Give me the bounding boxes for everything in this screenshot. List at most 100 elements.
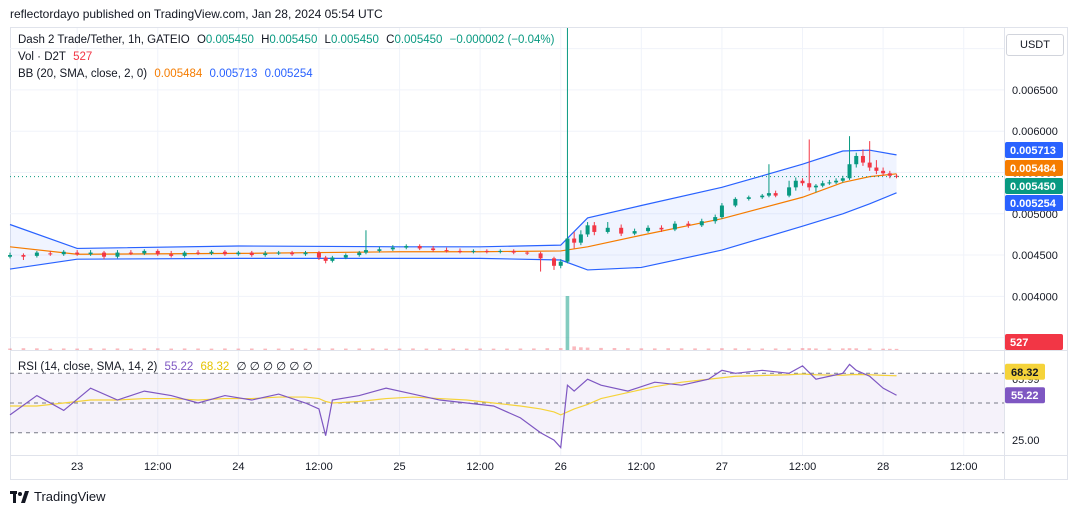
rsi-label[interactable]: RSI (14, close, SMA, 14, 2) bbox=[18, 361, 158, 373]
close-value: 0.005450 bbox=[394, 34, 443, 46]
candle-body bbox=[303, 252, 308, 255]
candle-body bbox=[316, 252, 321, 258]
volume-bar bbox=[881, 348, 885, 350]
bb-label[interactable]: BB (20, SMA, close, 2, 0) bbox=[18, 68, 148, 80]
volume-bar bbox=[35, 348, 39, 350]
volume-bar bbox=[424, 348, 429, 350]
volume-value: 527 bbox=[73, 51, 93, 63]
volume-bar bbox=[545, 348, 550, 350]
volume-bar bbox=[773, 348, 778, 350]
candle bbox=[155, 249, 160, 256]
candle bbox=[115, 250, 120, 259]
volume-bar bbox=[478, 348, 482, 350]
candle bbox=[343, 253, 348, 260]
candle bbox=[182, 250, 187, 258]
candle bbox=[88, 250, 93, 256]
candle-body bbox=[290, 252, 295, 255]
price-tag-bg bbox=[1005, 142, 1063, 158]
candle-body bbox=[102, 252, 107, 257]
tradingview-brand[interactable]: TradingView bbox=[10, 489, 106, 504]
high-label: H bbox=[261, 34, 270, 46]
candle bbox=[444, 247, 449, 253]
rsi-ma-value: 68.32 bbox=[200, 361, 230, 373]
volume-bar bbox=[276, 348, 281, 350]
candle bbox=[390, 245, 395, 251]
volume-bar bbox=[411, 348, 415, 350]
price-tag: 0.005450 bbox=[1005, 178, 1063, 194]
volume-bar bbox=[579, 347, 583, 350]
candle-body bbox=[75, 252, 80, 255]
volume-bar bbox=[693, 348, 697, 350]
currency-selector[interactable]: USDT bbox=[1006, 34, 1064, 56]
volume-bar bbox=[841, 348, 845, 350]
candle-body bbox=[813, 185, 818, 188]
candle bbox=[746, 195, 751, 201]
candle bbox=[538, 251, 543, 272]
price-tick-label: 0.006000 bbox=[1012, 126, 1058, 138]
candle bbox=[61, 250, 66, 256]
volume-bar bbox=[115, 348, 120, 350]
volume-bar bbox=[787, 348, 791, 350]
candle-body bbox=[619, 227, 624, 234]
candle bbox=[404, 244, 409, 250]
low-label: L bbox=[324, 34, 331, 46]
candle-body bbox=[793, 180, 798, 188]
candle bbox=[236, 250, 241, 256]
candle bbox=[330, 255, 335, 263]
candle bbox=[619, 224, 624, 237]
price-tag: 527 bbox=[1005, 334, 1063, 350]
candle-body bbox=[417, 245, 422, 249]
candle bbox=[713, 214, 718, 224]
volume-bar bbox=[8, 348, 12, 350]
price-tags: 0.005713 0.005484 0.005450 0.005254 527 68.32… bbox=[1005, 142, 1063, 404]
candle bbox=[316, 250, 321, 261]
candle bbox=[659, 225, 664, 232]
candle bbox=[605, 222, 610, 234]
candle-body bbox=[659, 227, 664, 230]
bb-basis-value: 0.005484 bbox=[154, 68, 203, 80]
candle bbox=[585, 222, 590, 237]
legend-volume: Vol · D2T 527 bbox=[18, 51, 96, 63]
volume-bar bbox=[236, 348, 241, 350]
candle-body bbox=[525, 252, 530, 254]
volume-bar bbox=[263, 348, 268, 350]
candle bbox=[457, 248, 462, 254]
candle-body bbox=[646, 227, 651, 232]
price-tag-text: 0.005254 bbox=[1010, 198, 1057, 210]
price-tag-text: 0.005450 bbox=[1010, 181, 1056, 193]
candle bbox=[21, 253, 26, 261]
candle-body bbox=[565, 238, 570, 262]
volume-bar bbox=[303, 348, 308, 350]
time-tick-label: 25 bbox=[393, 461, 405, 473]
candle bbox=[578, 230, 583, 246]
volume-bar bbox=[129, 348, 133, 350]
candle-body bbox=[115, 252, 120, 257]
candle bbox=[290, 250, 295, 256]
candle-body bbox=[88, 252, 93, 255]
candle bbox=[511, 249, 516, 255]
volume-bar bbox=[491, 348, 496, 350]
volume-bar bbox=[565, 296, 570, 350]
candle bbox=[471, 249, 476, 254]
candle-body bbox=[142, 250, 147, 254]
candle bbox=[807, 139, 812, 191]
candle-body bbox=[854, 155, 859, 165]
rsi-tag: 68.32 bbox=[1005, 363, 1045, 380]
candle bbox=[827, 179, 832, 185]
symbol-label[interactable]: Dash 2 Trade/Tether, 1h, GATEIO bbox=[18, 34, 190, 46]
volume-label[interactable]: Vol · D2T bbox=[18, 51, 66, 63]
price-tag-bg bbox=[1005, 334, 1063, 350]
price-tick-label: 0.005000 bbox=[1012, 209, 1058, 221]
rsi-value: 55.22 bbox=[164, 361, 194, 373]
candle-body bbox=[390, 247, 395, 250]
candle-body bbox=[8, 255, 12, 257]
candle-body bbox=[867, 162, 872, 168]
volume-bar bbox=[397, 348, 402, 350]
candle-body bbox=[363, 250, 368, 253]
volume-bar bbox=[585, 347, 590, 350]
candle-body bbox=[343, 255, 348, 258]
volume-bar bbox=[626, 348, 630, 350]
candle-body bbox=[155, 250, 160, 255]
rsi-tag-text: 55.22 bbox=[1011, 390, 1039, 402]
